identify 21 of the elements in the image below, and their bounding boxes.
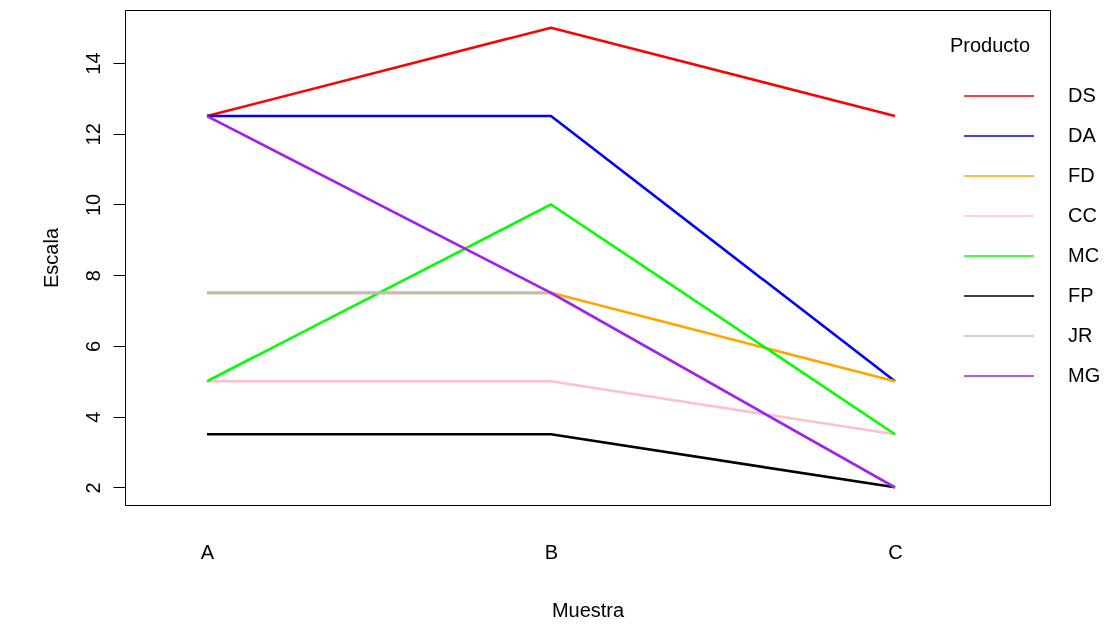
y-tick-label: 4 xyxy=(81,411,104,423)
legend-label: CC xyxy=(1068,204,1097,226)
y-axis-title: Escala xyxy=(39,227,62,289)
legend-label: MC xyxy=(1068,244,1100,266)
y-tick-label: 2 xyxy=(81,482,104,494)
legend-label: DA xyxy=(1068,124,1097,146)
y-tick-label: 10 xyxy=(81,193,104,217)
legend-label: JR xyxy=(1068,324,1093,346)
y-tick-label: 8 xyxy=(81,270,104,282)
x-tick-label: B xyxy=(544,540,559,563)
x-tick-label: C xyxy=(888,540,903,563)
x-tick-label: A xyxy=(200,540,215,563)
y-tick-label: 12 xyxy=(81,123,104,146)
legend-title: Producto xyxy=(950,34,1031,56)
legend-label: MG xyxy=(1068,364,1101,386)
y-tick-label: 14 xyxy=(81,52,104,75)
legend-label: FD xyxy=(1068,164,1095,186)
legend-label: DS xyxy=(1068,84,1096,106)
legend-label: FP xyxy=(1068,284,1094,306)
x-axis-title: Muestra xyxy=(551,598,625,621)
y-tick-label: 6 xyxy=(81,340,104,352)
